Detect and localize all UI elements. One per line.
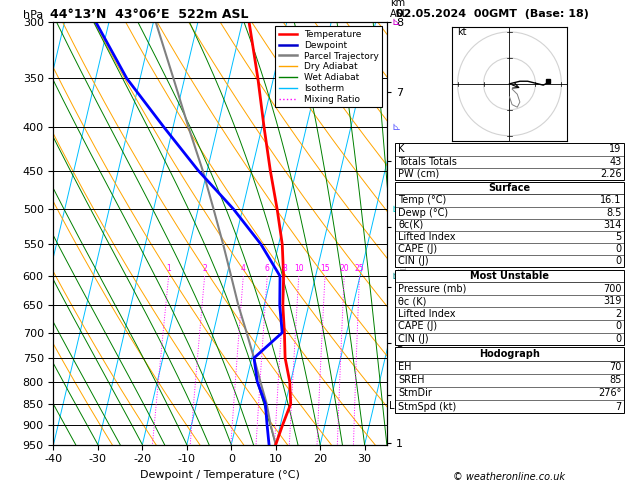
Text: 25: 25 (355, 264, 364, 273)
Text: 1: 1 (166, 264, 171, 273)
Text: 0: 0 (615, 244, 621, 254)
Text: θᴄ (K): θᴄ (K) (398, 296, 426, 306)
Text: ⊾: ⊾ (392, 122, 401, 132)
Text: StmDir: StmDir (398, 388, 432, 399)
Text: CAPE (J): CAPE (J) (398, 321, 437, 331)
Text: © weatheronline.co.uk: © weatheronline.co.uk (454, 472, 565, 482)
Text: Pressure (mb): Pressure (mb) (398, 283, 467, 294)
Text: 2.26: 2.26 (600, 169, 621, 179)
Text: ⊾: ⊾ (392, 271, 401, 281)
Text: 8.5: 8.5 (606, 208, 621, 218)
Text: 2: 2 (203, 264, 207, 273)
Text: 4: 4 (241, 264, 246, 273)
Text: 15: 15 (320, 264, 330, 273)
X-axis label: Dewpoint / Temperature (°C): Dewpoint / Temperature (°C) (140, 470, 300, 480)
Text: EH: EH (398, 362, 411, 372)
Text: CIN (J): CIN (J) (398, 334, 429, 344)
Text: 319: 319 (603, 296, 621, 306)
Text: CIN (J): CIN (J) (398, 256, 429, 266)
Text: 43: 43 (610, 156, 621, 167)
Text: km
ASL: km ASL (390, 0, 408, 19)
Text: PW (cm): PW (cm) (398, 169, 440, 179)
Text: 8: 8 (282, 264, 287, 273)
Text: Dewp (°C): Dewp (°C) (398, 208, 448, 218)
Text: Mixing Ratio (g/kg): Mixing Ratio (g/kg) (399, 187, 409, 279)
Text: 7: 7 (615, 401, 621, 412)
Text: kt: kt (457, 27, 467, 36)
Text: 6: 6 (265, 264, 270, 273)
Text: 0: 0 (615, 334, 621, 344)
Text: 19: 19 (610, 144, 621, 155)
Text: 276°: 276° (598, 388, 621, 399)
Text: θᴄ(K): θᴄ(K) (398, 220, 423, 230)
Text: 70: 70 (609, 362, 621, 372)
Text: 10: 10 (294, 264, 304, 273)
Text: 0: 0 (615, 321, 621, 331)
Text: 85: 85 (609, 375, 621, 385)
Text: K: K (398, 144, 404, 155)
Legend: Temperature, Dewpoint, Parcel Trajectory, Dry Adiabat, Wet Adiabat, Isotherm, Mi: Temperature, Dewpoint, Parcel Trajectory… (275, 26, 382, 107)
Text: CAPE (J): CAPE (J) (398, 244, 437, 254)
Text: Lifted Index: Lifted Index (398, 309, 455, 319)
Text: Most Unstable: Most Unstable (470, 271, 549, 281)
Text: Surface: Surface (489, 183, 530, 193)
Text: ⊾: ⊾ (392, 17, 401, 27)
Text: Lifted Index: Lifted Index (398, 232, 455, 242)
Text: 5: 5 (615, 232, 621, 242)
Text: 0: 0 (615, 256, 621, 266)
Text: 44°13’N  43°06’E  522m ASL: 44°13’N 43°06’E 522m ASL (50, 8, 248, 21)
Text: 2: 2 (615, 309, 621, 319)
Text: hPa: hPa (23, 10, 43, 20)
Text: StmSpd (kt): StmSpd (kt) (398, 401, 457, 412)
Text: 700: 700 (603, 283, 621, 294)
Text: SREH: SREH (398, 375, 425, 385)
Text: 02.05.2024  00GMT  (Base: 18): 02.05.2024 00GMT (Base: 18) (396, 9, 589, 19)
Text: LCL: LCL (389, 401, 406, 411)
Text: ⊾: ⊾ (392, 204, 401, 214)
Text: Hodograph: Hodograph (479, 349, 540, 359)
Text: 16.1: 16.1 (600, 195, 621, 206)
Text: 20: 20 (340, 264, 349, 273)
Text: Totals Totals: Totals Totals (398, 156, 457, 167)
Text: 314: 314 (603, 220, 621, 230)
Text: Temp (°C): Temp (°C) (398, 195, 447, 206)
